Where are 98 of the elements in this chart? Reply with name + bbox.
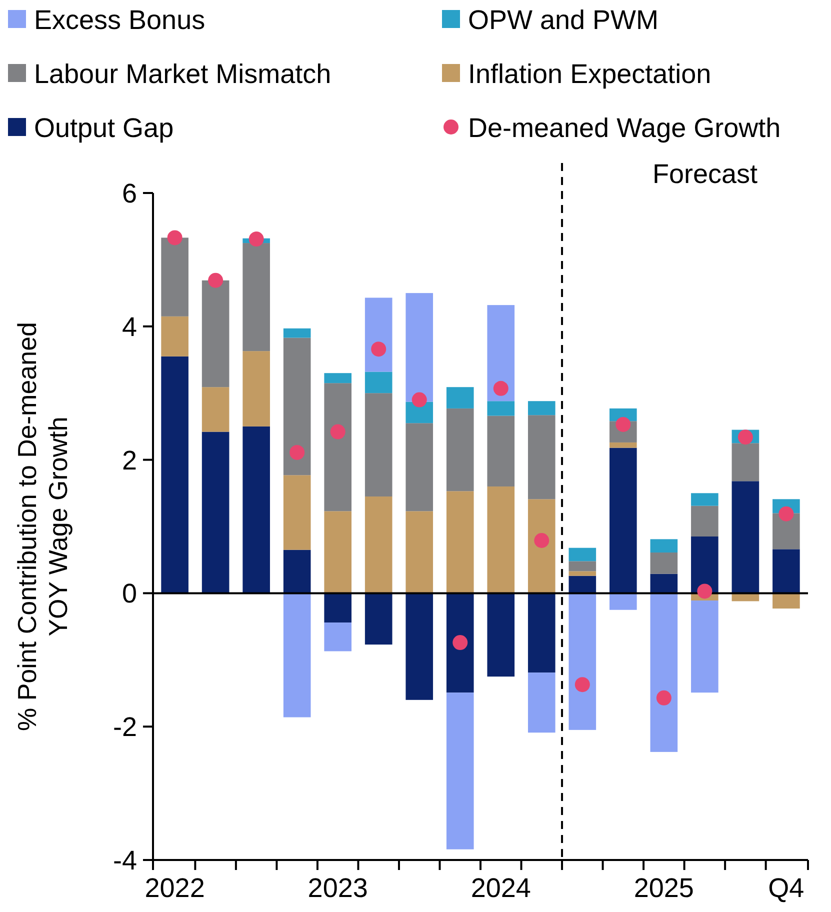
point: [656, 690, 672, 706]
point: [778, 506, 794, 522]
bar: [202, 280, 230, 388]
point: [330, 424, 346, 440]
bar: [772, 549, 800, 594]
x-tick-label: 2024: [470, 873, 531, 903]
bar: [446, 692, 474, 850]
bar: [732, 443, 760, 482]
bar: [568, 561, 596, 572]
bar: [446, 387, 474, 408]
bar: [161, 238, 188, 316]
bar: [406, 423, 434, 512]
bar: [487, 593, 515, 677]
bar: [487, 401, 515, 416]
bar: [446, 491, 474, 594]
bar: [691, 506, 718, 537]
bar: [364, 372, 392, 394]
bar: [202, 432, 230, 594]
bar: [487, 416, 515, 486]
bar: [568, 593, 596, 730]
bar: [161, 356, 188, 594]
bar: [406, 402, 434, 424]
y-axis-title: % Point Contribution to De-meaned YOY Wage Growth: [12, 322, 73, 732]
bar: [528, 415, 556, 500]
bar: [446, 593, 474, 693]
bar: [242, 243, 270, 352]
point: [738, 430, 753, 445]
text: Forecast: [652, 159, 758, 189]
bar: [528, 401, 556, 416]
bar: [650, 552, 678, 574]
legend-label: Excess Bonus: [34, 5, 206, 35]
point: [208, 272, 224, 288]
bar: [406, 511, 434, 594]
bar: [202, 387, 230, 432]
bar: [324, 622, 352, 652]
bar: [283, 338, 311, 476]
bar: [528, 499, 556, 594]
bar: [242, 351, 270, 426]
bar: [650, 593, 678, 752]
legend-label: Inflation Expectation: [468, 59, 712, 89]
bar: [324, 373, 352, 384]
point: [493, 380, 508, 396]
point: [697, 584, 712, 599]
bar: [324, 593, 352, 623]
bar: [691, 600, 718, 693]
bar: [324, 383, 352, 512]
bar: [610, 593, 637, 610]
bar: [487, 486, 515, 594]
bar: [691, 493, 718, 506]
bar: [283, 550, 311, 594]
bar: [324, 511, 352, 594]
point: [412, 392, 427, 408]
bar: [650, 574, 678, 594]
y-tick-label: 6: [122, 178, 137, 208]
bar: [487, 305, 515, 402]
bar: [364, 593, 392, 645]
bar: [568, 548, 596, 562]
legend-label: Labour Market Mismatch: [34, 59, 332, 89]
point: [167, 230, 182, 246]
point: [452, 635, 468, 650]
y-tick-label: 4: [122, 312, 137, 342]
bar: [406, 293, 434, 402]
point: [371, 342, 386, 357]
bar: [364, 496, 392, 594]
bar: [406, 593, 434, 700]
bar: [242, 426, 270, 594]
bar: [528, 672, 556, 733]
bar: [732, 481, 760, 594]
bar: [364, 393, 392, 496]
bar: [568, 571, 596, 576]
bar: [446, 408, 474, 492]
bar: [364, 298, 392, 372]
bar: [650, 539, 678, 553]
bar: [772, 593, 800, 609]
legend-label: Output Gap: [34, 113, 174, 143]
point: [290, 444, 305, 460]
y-tick-label: 2: [122, 445, 137, 476]
x-tick-label: 2023: [308, 873, 368, 903]
x-tick-label: Q4: [768, 873, 804, 903]
bar: [691, 536, 718, 594]
bar: [610, 448, 637, 594]
bar: [568, 576, 596, 594]
point: [574, 677, 590, 692]
x-tick-label: 2022: [144, 873, 205, 903]
bar: [161, 316, 188, 356]
bar: [528, 593, 556, 673]
point: [534, 533, 550, 548]
bar: [283, 475, 311, 550]
y-tick-label: -4: [112, 845, 137, 876]
legend-label: De-meaned Wage Growth: [468, 113, 781, 143]
y-tick-label: -2: [112, 712, 137, 742]
legend-label: OPW and PWM: [468, 5, 659, 35]
point: [248, 232, 264, 247]
bar: [610, 442, 637, 448]
bar: [283, 593, 311, 718]
y-tick-label: 0: [122, 578, 137, 609]
x-tick-label: 2025: [634, 873, 694, 903]
bar: [283, 328, 311, 338]
